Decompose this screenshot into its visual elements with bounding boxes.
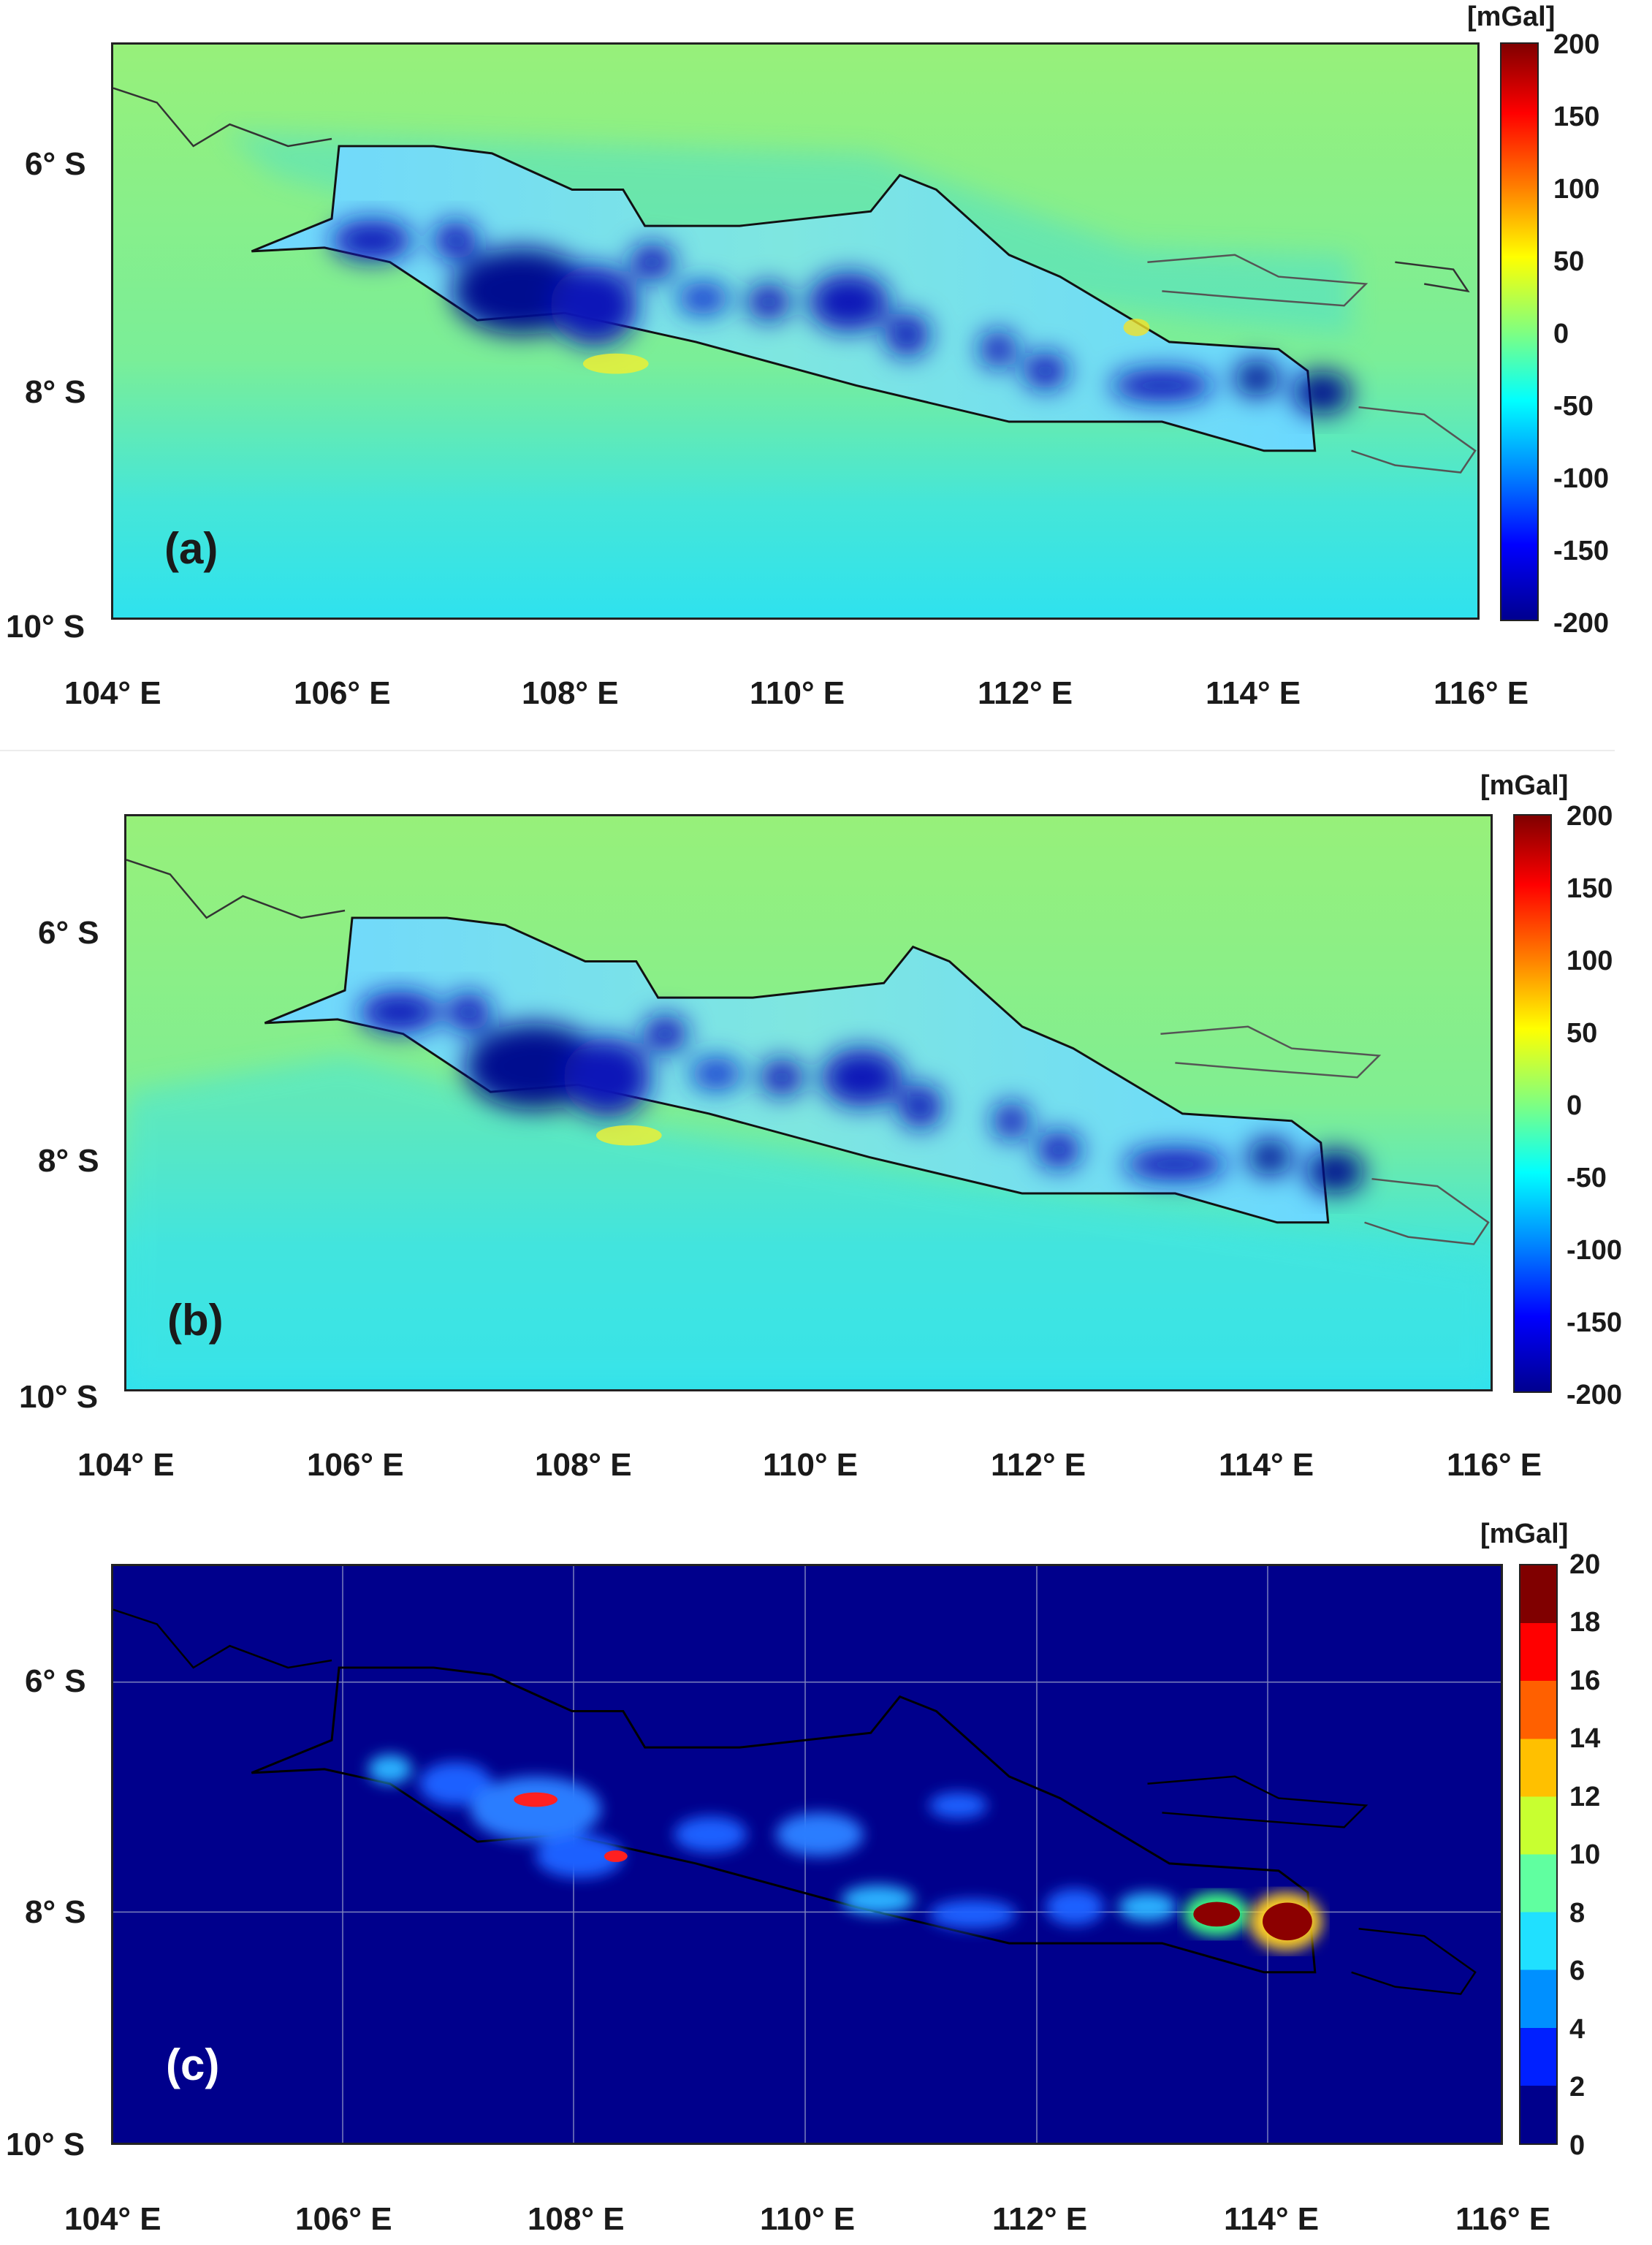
map-a-svg bbox=[113, 45, 1477, 618]
colorbar-c-tick: 10 bbox=[1569, 1839, 1601, 1870]
x-label: 116° E bbox=[1434, 675, 1529, 711]
map-panel-c: (c) bbox=[111, 1564, 1503, 2145]
y-label: 6° S bbox=[25, 146, 86, 182]
y-label: 8° S bbox=[38, 1143, 99, 1179]
x-label: 116° E bbox=[1455, 2201, 1551, 2237]
colorbar-a-tick: 0 bbox=[1553, 319, 1569, 349]
colorbar-b-tick: 100 bbox=[1567, 946, 1613, 976]
map-panel-a: (a) bbox=[111, 42, 1480, 620]
panel-c-label: (c) bbox=[166, 2040, 220, 2089]
colorbar-a-tick: -100 bbox=[1553, 463, 1610, 494]
x-label: 114° E bbox=[1206, 675, 1301, 711]
x-label: 114° E bbox=[1224, 2201, 1320, 2237]
x-label: 116° E bbox=[1447, 1447, 1542, 1483]
colorbar-b-unit: [mGal] bbox=[1480, 770, 1569, 801]
colorbar-a-tick: 50 bbox=[1553, 246, 1585, 277]
colorbar-c-tick: 6 bbox=[1569, 1956, 1586, 1986]
colorbar-a-tick: -150 bbox=[1553, 536, 1610, 566]
y-label: 10° S bbox=[6, 609, 85, 645]
colorbar-b bbox=[1513, 814, 1552, 1393]
colorbar-c-tick: 4 bbox=[1569, 2014, 1586, 2045]
colorbar-c-tick: 2 bbox=[1569, 2072, 1586, 2102]
x-label: 112° E bbox=[992, 2201, 1088, 2237]
y-label: 8° S bbox=[25, 374, 86, 410]
colorbar-b-tick: -50 bbox=[1567, 1163, 1607, 1193]
x-label: 106° E bbox=[294, 675, 391, 711]
colorbar-b-tick: 200 bbox=[1567, 801, 1613, 832]
x-label: 110° E bbox=[760, 2201, 856, 2237]
colorbar-b-tick: 0 bbox=[1567, 1090, 1583, 1121]
colorbar-c-tick: 20 bbox=[1569, 1549, 1601, 1580]
panel-divider bbox=[0, 750, 1615, 751]
x-label: 104° E bbox=[64, 675, 161, 711]
colorbar-c-tick: 8 bbox=[1569, 1898, 1586, 1929]
panel-a-label: (a) bbox=[164, 524, 218, 573]
colorbar-a-tick: -200 bbox=[1553, 608, 1610, 639]
colorbar-c-tick: 16 bbox=[1569, 1665, 1601, 1696]
colorbar-b-tick: -100 bbox=[1567, 1235, 1623, 1266]
colorbar-a-unit: [mGal] bbox=[1467, 1, 1556, 32]
colorbar-b-tick: -200 bbox=[1567, 1380, 1623, 1410]
colorbar-a-tick: 100 bbox=[1553, 174, 1600, 205]
y-label: 10° S bbox=[19, 1379, 99, 1415]
java-island bbox=[251, 1666, 1317, 1974]
colorbar-c-unit: [mGal] bbox=[1480, 1519, 1569, 1549]
map-panel-b: (b) bbox=[124, 814, 1493, 1391]
x-label: 106° E bbox=[295, 2201, 392, 2237]
panel-c: (c) [mGal] 20 18 16 14 12 10 8 6 4 2 0 6… bbox=[0, 1514, 1652, 2245]
x-label: 104° E bbox=[77, 1447, 175, 1483]
colorbar-b-tick: 150 bbox=[1567, 873, 1613, 904]
x-label: 110° E bbox=[750, 675, 845, 711]
x-label: 108° E bbox=[535, 1447, 632, 1483]
panel-a: (a) [mGal] 200 150 100 50 0 -50 -100 -15… bbox=[0, 0, 1652, 731]
colorbar-b-tick: -150 bbox=[1567, 1307, 1623, 1338]
colorbar-c-tick: 12 bbox=[1569, 1782, 1601, 1812]
colorbar-b-tick: 50 bbox=[1567, 1018, 1598, 1049]
x-label: 104° E bbox=[64, 2201, 161, 2237]
x-label: 110° E bbox=[763, 1447, 859, 1483]
y-label: 8° S bbox=[25, 1894, 86, 1930]
x-label: 112° E bbox=[978, 675, 1073, 711]
y-label: 6° S bbox=[38, 915, 99, 951]
colorbar-a-tick: -50 bbox=[1553, 391, 1594, 422]
colorbar-c-tick: 18 bbox=[1569, 1607, 1601, 1638]
colorbar-c bbox=[1519, 1564, 1558, 2145]
panel-b: (b) [mGal] 200 150 100 50 0 -50 -100 -15… bbox=[0, 769, 1652, 1500]
map-c-svg bbox=[113, 1566, 1501, 2143]
colorbar-c-tick: 14 bbox=[1569, 1723, 1601, 1754]
y-label: 6° S bbox=[25, 1663, 86, 1699]
colorbar-a bbox=[1500, 42, 1539, 621]
map-b-svg bbox=[126, 816, 1491, 1389]
x-label: 108° E bbox=[528, 2201, 625, 2237]
y-label: 10° S bbox=[6, 2127, 85, 2162]
x-label: 108° E bbox=[522, 675, 619, 711]
x-label: 114° E bbox=[1219, 1447, 1314, 1483]
colorbar-c-tick: 0 bbox=[1569, 2130, 1586, 2161]
panel-b-label: (b) bbox=[167, 1296, 224, 1345]
x-label: 106° E bbox=[307, 1447, 404, 1483]
colorbar-a-tick: 200 bbox=[1553, 29, 1600, 60]
colorbar-a-tick: 150 bbox=[1553, 102, 1600, 132]
x-label: 112° E bbox=[991, 1447, 1086, 1483]
